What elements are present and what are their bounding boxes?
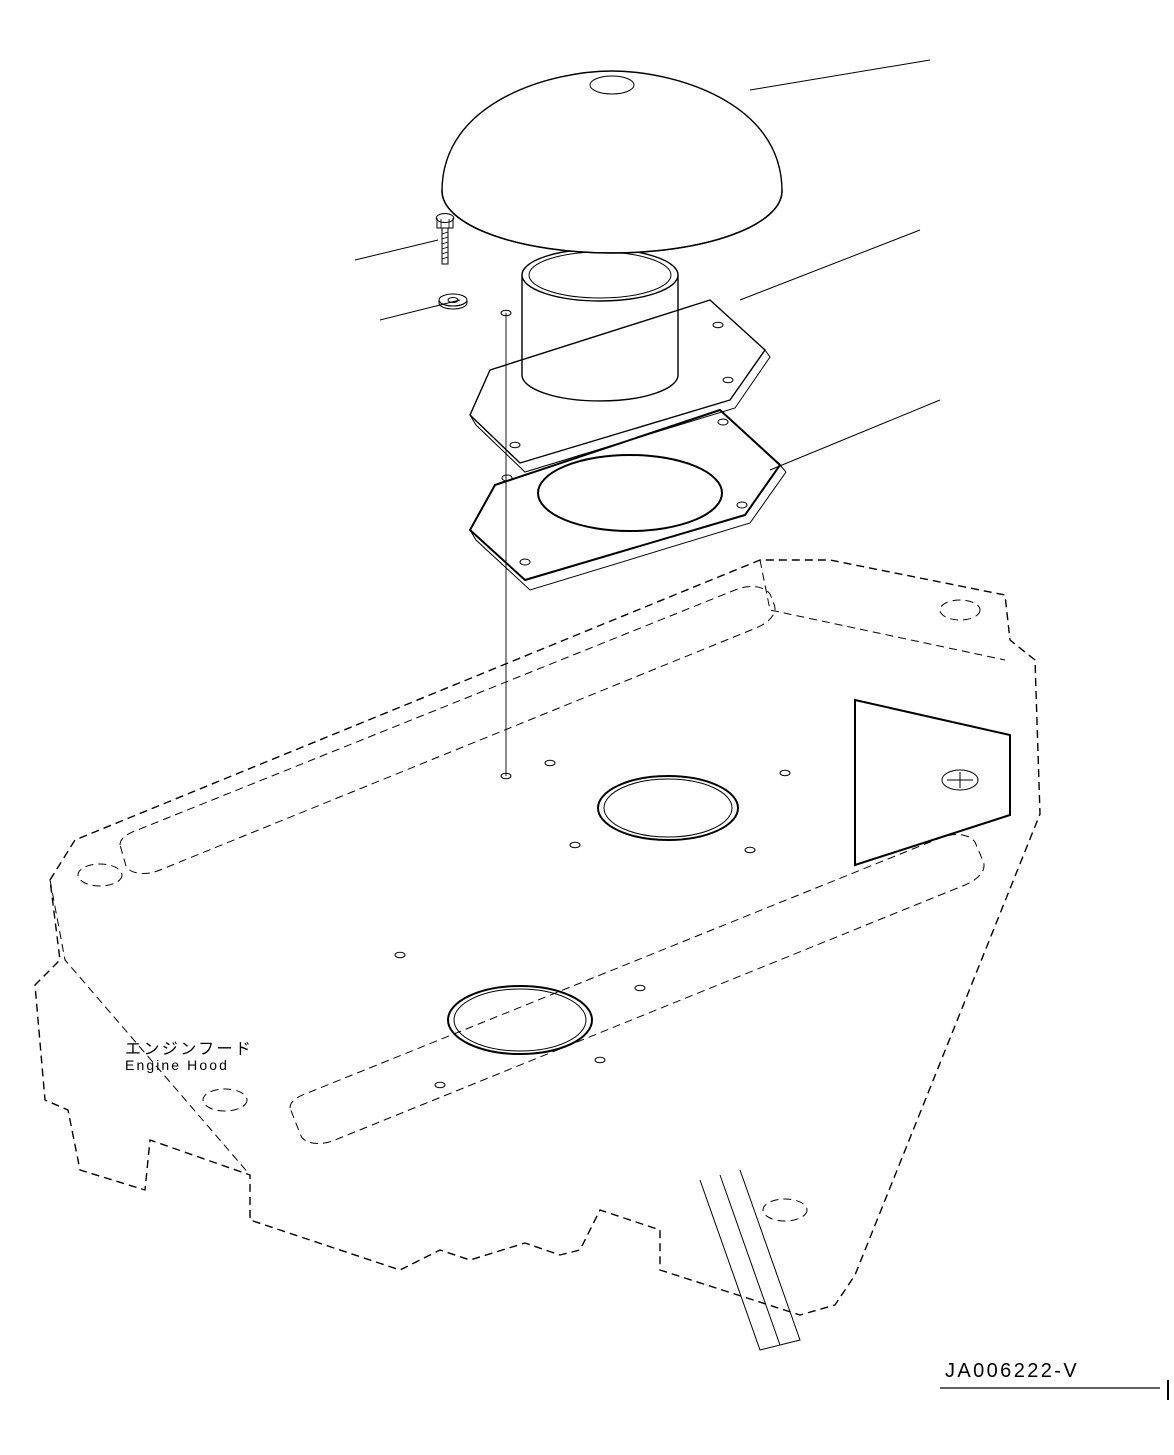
technical-diagram bbox=[0, 0, 1174, 1455]
label-engine-hood-jp: エンジンフード bbox=[125, 1035, 253, 1059]
bolt bbox=[436, 213, 454, 264]
label-engine-hood-en: Engine Hood bbox=[125, 1057, 229, 1073]
flanged-collar bbox=[470, 249, 770, 472]
dome-cap bbox=[442, 71, 782, 253]
drawing-number: JA006222-V bbox=[945, 1360, 1079, 1383]
engine-hood-panel bbox=[35, 560, 1040, 1350]
